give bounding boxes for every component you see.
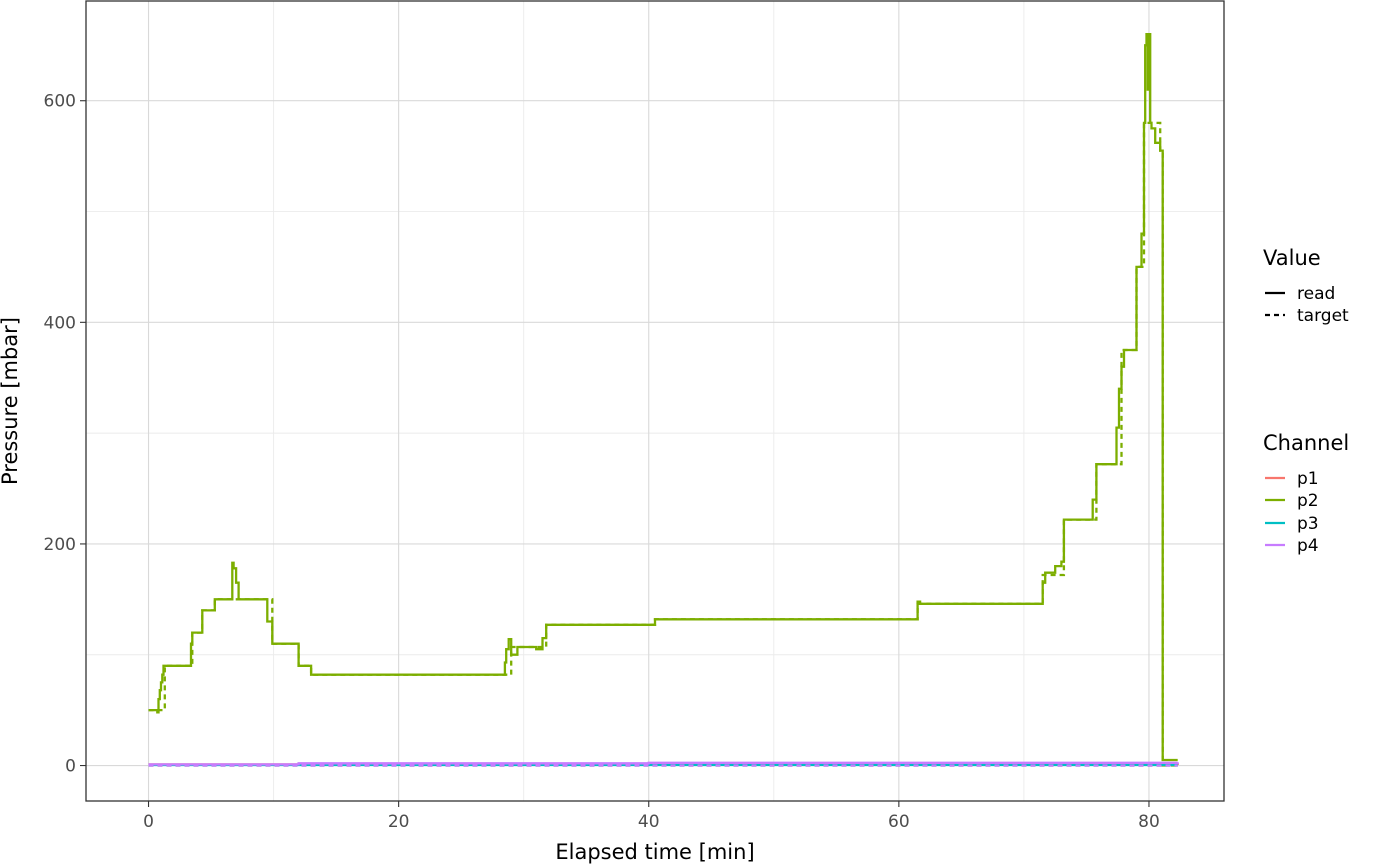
x-tick-label: 40: [638, 812, 660, 832]
series-p4-read: [148, 761, 1179, 766]
series-layer: [148, 33, 1179, 767]
legend-label-read: read: [1297, 284, 1335, 304]
plot-panel-border: [85, 0, 1225, 802]
series-p2-target: [148, 121, 1178, 767]
y-tick-label: 400: [44, 313, 76, 333]
x-tick-label: 20: [388, 812, 410, 832]
plot-panel-background: [86, 1, 1224, 801]
x-axis-title: Elapsed time [min]: [555, 840, 754, 864]
y-tick-label: 600: [44, 92, 76, 112]
legend-value-title: Value: [1263, 246, 1321, 270]
x-tick-label: 60: [888, 812, 910, 832]
y-tick-label: 0: [65, 757, 76, 777]
x-tick-label: 0: [143, 812, 154, 832]
legend-label-p4: p4: [1297, 536, 1319, 556]
legend-value: Value read target: [1263, 246, 1349, 326]
legend-label-p1: p1: [1297, 469, 1319, 489]
y-tick-label: 200: [44, 535, 76, 555]
legend-channel: Channel p1 p2 p3 p4: [1263, 431, 1349, 556]
y-axis-ticks: 0 200 400 600: [44, 92, 86, 777]
minor-gridlines: [86, 1, 1224, 801]
y-axis-title: Pressure [mbar]: [0, 317, 22, 485]
legend-channel-title: Channel: [1263, 431, 1349, 455]
legend-label-target: target: [1297, 306, 1349, 326]
x-tick-label: 80: [1138, 812, 1160, 832]
x-axis-ticks: 0 20 40 60 80: [143, 801, 1160, 832]
legend-label-p3: p3: [1297, 514, 1319, 534]
legend-label-p2: p2: [1297, 491, 1319, 511]
